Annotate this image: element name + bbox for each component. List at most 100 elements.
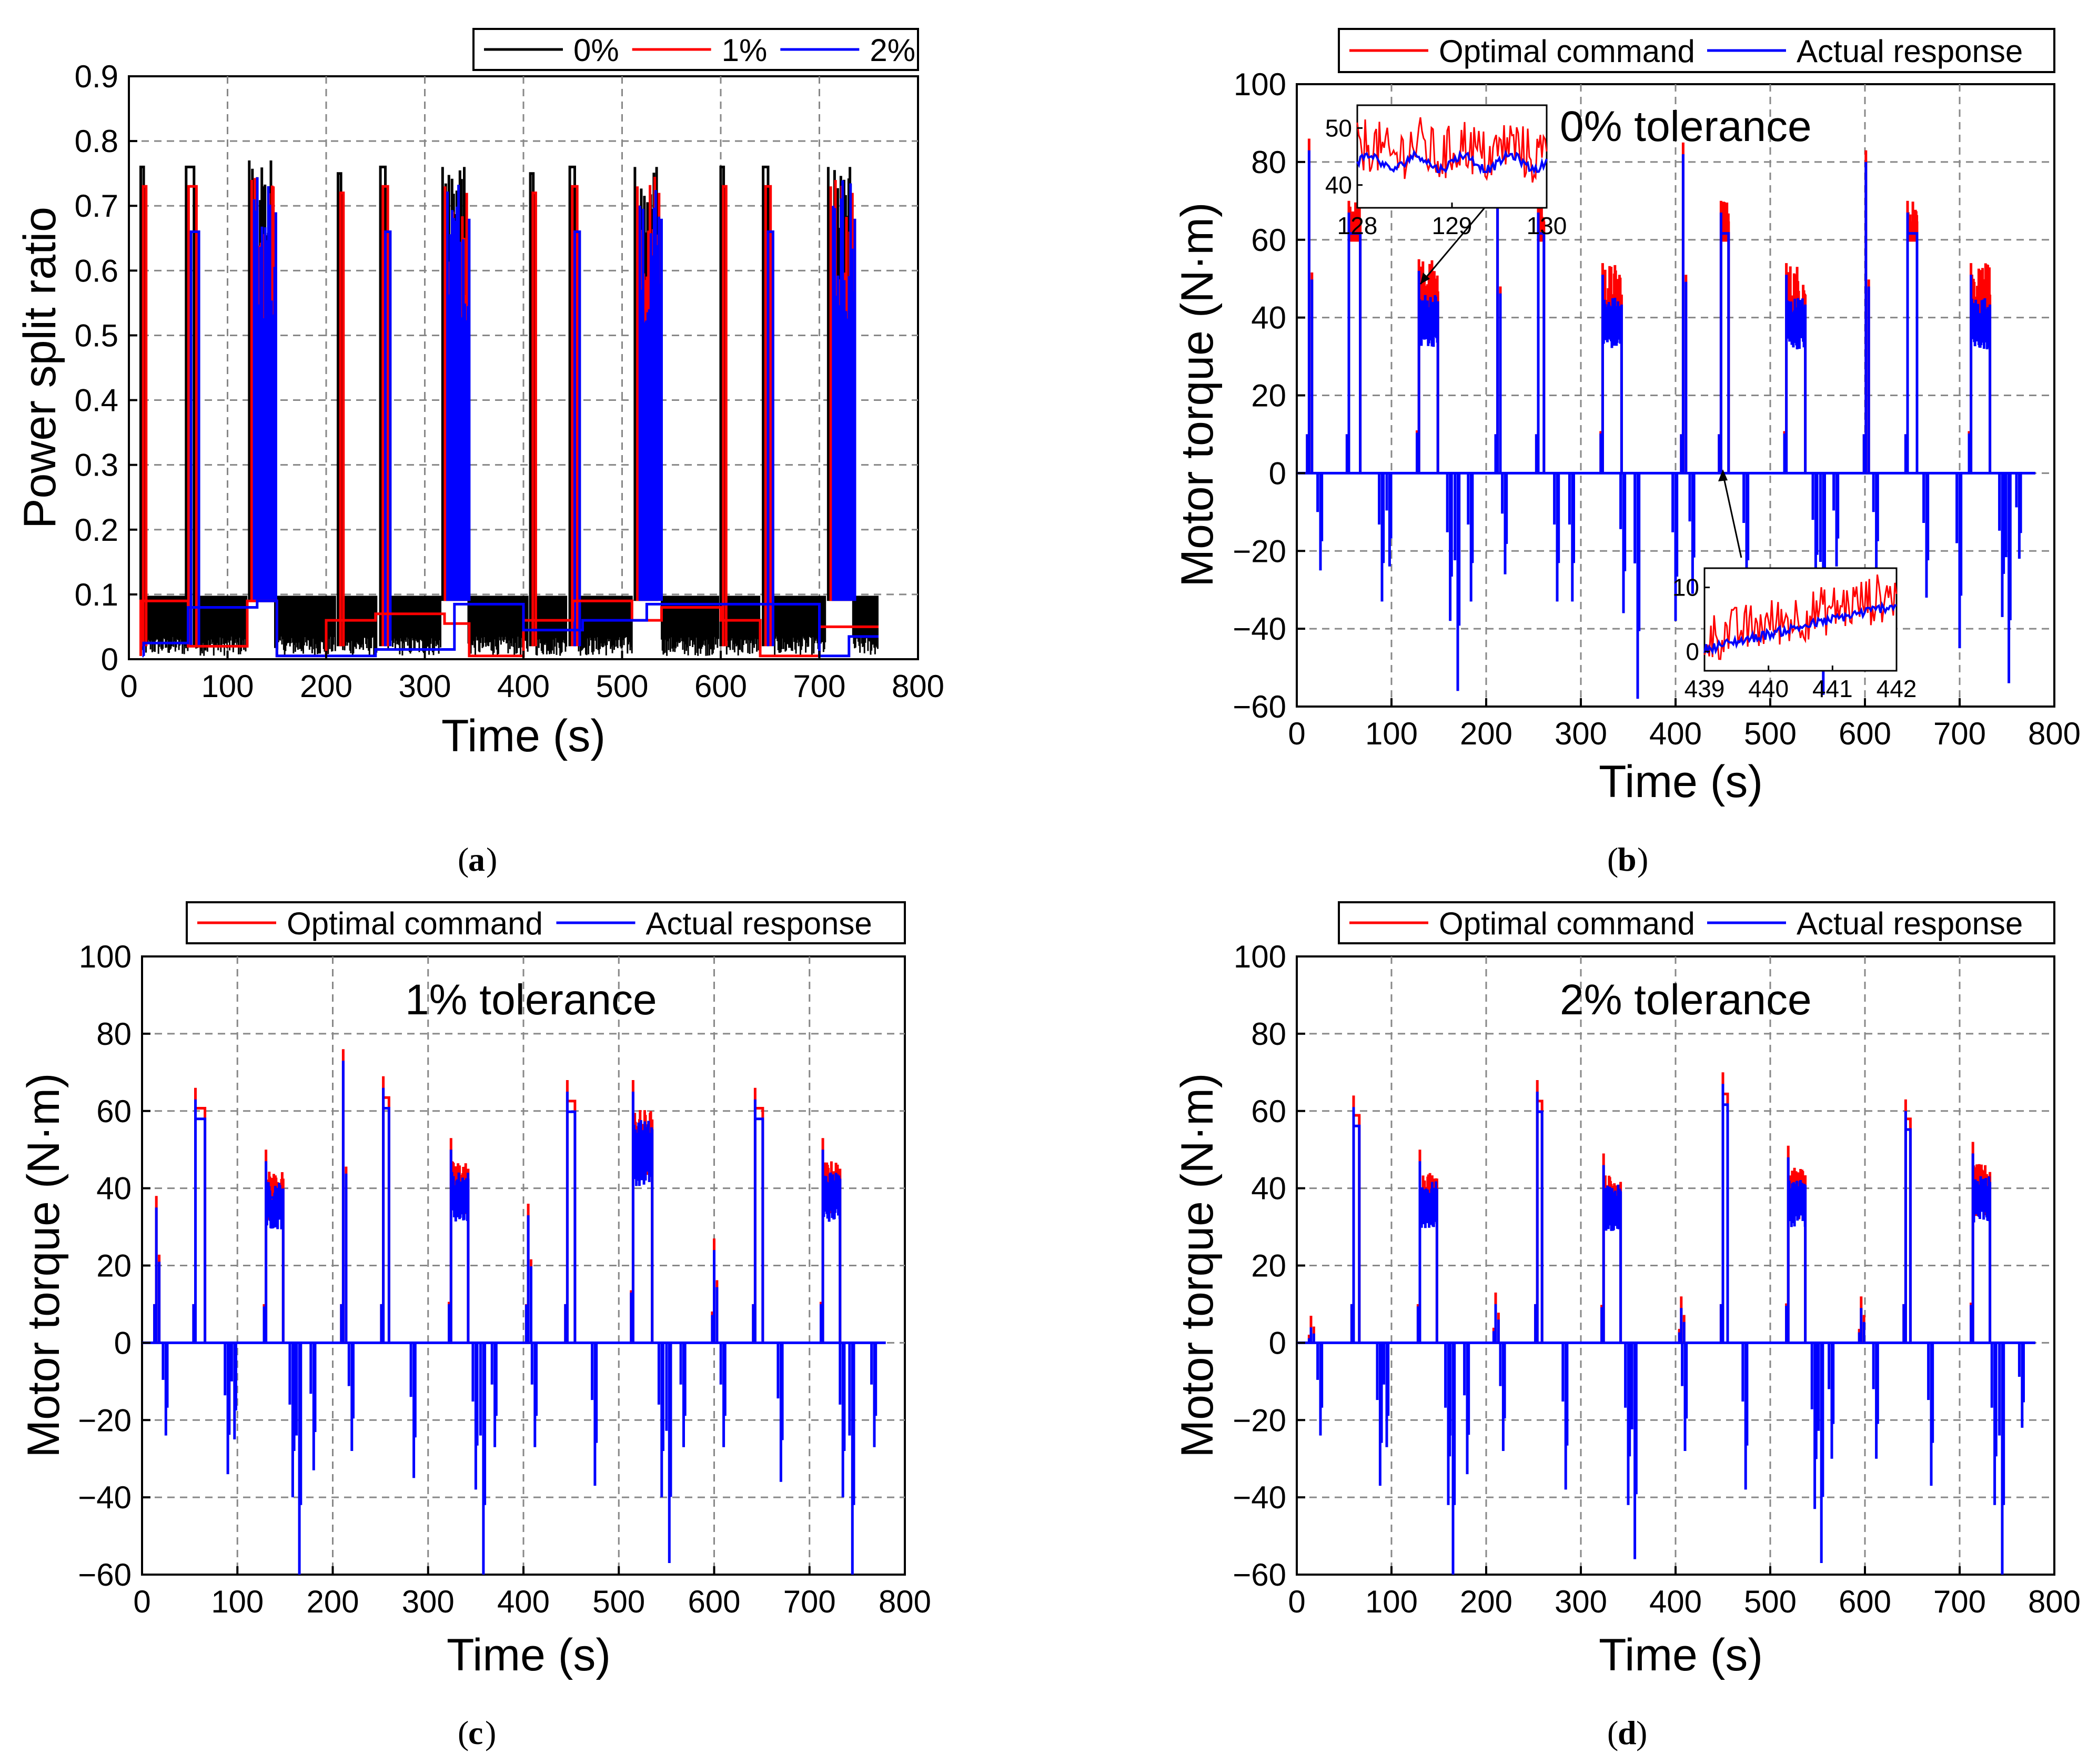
y-tick-label: 20 <box>1251 1248 1286 1284</box>
series-actual-response <box>1307 1084 1992 1343</box>
x-tick-label: 300 <box>1555 1584 1607 1619</box>
panel-c-caption-open: ( <box>458 1714 469 1751</box>
y-tick-label: 40 <box>1251 300 1286 336</box>
inset-2-pointer <box>1722 473 1742 558</box>
legend-label-1: Actual response <box>1797 906 2023 941</box>
panel-b-series <box>1297 138 2035 699</box>
y-tick-label: 40 <box>1251 1171 1286 1206</box>
panel-c-series <box>142 1049 886 1575</box>
x-tick-label: 800 <box>2028 716 2081 751</box>
panel-c-y-axis-label: Motor torque (N·m) <box>18 1073 69 1457</box>
series-1pct-baseline <box>139 599 879 658</box>
x-tick-label: 600 <box>1839 1584 1891 1619</box>
panel-d-y-axis-label: Motor torque (N·m) <box>1172 1073 1223 1457</box>
inset-response-trace <box>1356 149 1548 175</box>
panel-a-caption-open: ( <box>458 841 469 878</box>
x-tick-label: 700 <box>783 1584 836 1619</box>
x-tick-label: 300 <box>402 1584 455 1619</box>
y-tick-label: −60 <box>78 1557 132 1592</box>
x-tick-label: 300 <box>1555 716 1607 751</box>
y-tick-label: 100 <box>1234 939 1286 974</box>
inset-x-tick-label: 128 <box>1337 212 1378 239</box>
legend-label-1: Actual response <box>1797 34 2023 69</box>
panel-c-legend: Optimal command Actual response <box>186 901 906 944</box>
x-tick-label: 600 <box>694 669 747 704</box>
x-tick-label: 100 <box>211 1584 264 1619</box>
panel-c-caption-close: ) <box>485 1714 496 1751</box>
y-tick-label: −20 <box>1233 533 1286 569</box>
y-tick-label: −40 <box>1233 1480 1286 1515</box>
legend-label-2: 2% <box>870 33 915 68</box>
y-tick-label: 0 <box>1269 456 1286 491</box>
y-tick-label: 80 <box>96 1016 132 1052</box>
inset-x-tick-label: 129 <box>1432 212 1472 239</box>
panel-a-x-axis-label: Time (s) <box>441 711 606 761</box>
y-tick-label: 100 <box>79 939 132 974</box>
panel-b-y-axis-label: Motor torque (N·m) <box>1172 202 1223 587</box>
series-actual-regen <box>1316 473 2022 699</box>
x-tick-label: 700 <box>793 669 845 704</box>
x-tick-label: 800 <box>2028 1584 2081 1619</box>
x-tick-label: 200 <box>306 1584 359 1619</box>
y-tick-label: 0.9 <box>75 59 118 94</box>
inset-x-tick-label: 440 <box>1748 675 1789 702</box>
legend-box <box>186 901 906 944</box>
panel-d-x-axis-label: Time (s) <box>1599 1630 1763 1680</box>
y-tick-label: 0.1 <box>75 577 118 612</box>
y-tick-label: −40 <box>1233 611 1286 647</box>
y-tick-label: 80 <box>1251 145 1286 180</box>
x-tick-label: 0 <box>120 669 137 704</box>
panel-d-legend: Optimal command Actual response <box>1338 901 2055 944</box>
panel-b-inset-2: 439 440 441 442 0 10 <box>1672 469 1917 702</box>
inset-response-trace <box>1703 601 1897 656</box>
legend-label-1: Actual response <box>646 906 872 941</box>
panel-b: 0 100 200 300 400 500 600 700 800−60−40−20020406… <box>1172 28 2081 878</box>
y-tick-label: 0.4 <box>75 383 118 418</box>
x-tick-label: 500 <box>1744 1584 1797 1619</box>
inset-x-tick-label: 439 <box>1685 675 1725 702</box>
y-tick-label: 0 <box>101 642 118 677</box>
legend-box <box>1338 28 2055 73</box>
y-tick-label: −20 <box>1233 1403 1286 1438</box>
panel-a-series <box>139 160 879 658</box>
panel-b-annotation: 0% tolerance <box>1560 103 1812 150</box>
panel-d-caption-open: ( <box>1607 1714 1618 1751</box>
inset-frame <box>1703 567 1898 672</box>
y-tick-label: 100 <box>1234 67 1286 102</box>
panel-a: 0 100 200 300 400 500 600 700 800 0 0.1 0.2 0.3 0.4 0.… <box>15 28 944 878</box>
x-tick-label: 100 <box>201 669 254 704</box>
legend-label-1: 1% <box>722 33 768 68</box>
x-tick-label: 500 <box>592 1584 645 1619</box>
panel-a-caption-letter: a <box>468 841 485 878</box>
y-tick-label: 0.6 <box>75 253 118 288</box>
y-tick-label: 0.7 <box>75 188 118 224</box>
panel-d-series <box>1297 1072 2035 1575</box>
x-tick-label: 200 <box>1460 716 1512 751</box>
panel-d-ticks: 0 100 200 300 400 500 600 700 800 −60 −40 −20 0 20 40 6… <box>1233 939 2081 1619</box>
y-tick-label: 20 <box>96 1248 132 1284</box>
x-tick-label: 200 <box>1460 1584 1512 1619</box>
legend-label-0: Optimal command <box>1439 34 1695 69</box>
x-tick-label: 600 <box>688 1584 740 1619</box>
y-tick-label: 80 <box>1251 1016 1286 1052</box>
y-tick-label: 0.2 <box>75 512 118 548</box>
y-tick-label: 0 <box>114 1325 132 1360</box>
x-tick-label: 100 <box>1365 1584 1418 1619</box>
panel-b-legend: Optimal command Actual response <box>1338 28 2055 73</box>
panel-c: 0 100 200 300 400 500 600 700 800 −60 −40 −20 0 20 40 6… <box>18 901 931 1751</box>
legend-box <box>1338 901 2055 944</box>
inset-x-tick-label: 442 <box>1877 675 1917 702</box>
y-tick-label: 0.5 <box>75 318 118 353</box>
inset-y-tick-label: 0 <box>1686 638 1699 665</box>
panel-d-annotation: 2% tolerance <box>1560 976 1812 1024</box>
x-tick-label: 700 <box>1933 1584 1986 1619</box>
y-tick-label: 60 <box>96 1094 132 1129</box>
x-tick-label: 400 <box>1649 716 1702 751</box>
y-tick-label: −20 <box>78 1403 132 1438</box>
series-actual-response <box>1306 150 1992 473</box>
inset-y-tick-label: 40 <box>1325 172 1352 199</box>
x-tick-label: 400 <box>497 669 550 704</box>
x-tick-label: 200 <box>300 669 352 704</box>
panel-d: 0 100 200 300 400 500 600 700 800 −60 −40 −20 0 20 40 6… <box>1172 901 2081 1751</box>
